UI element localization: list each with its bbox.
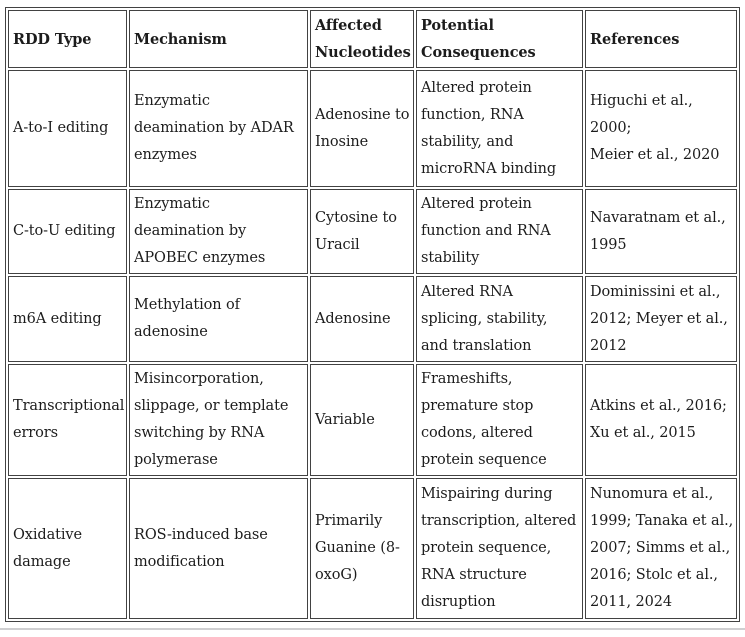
cell-potential-consequences: Altered RNA splicing, stability, and tra… <box>416 276 583 362</box>
cell-potential-consequences: Altered protein function, RNA stability,… <box>416 70 583 187</box>
table-row-a-to-i-editing: A-to-I editing Enzymatic deamination by … <box>8 70 737 187</box>
header-cell-rdd-type: RDD Type <box>8 10 127 68</box>
cell-mechanism: Methylation of adenosine <box>129 276 308 362</box>
header-cell-references: References <box>585 10 737 68</box>
footer-divider <box>0 628 745 630</box>
header-cell-potential-consequences: Potential Consequences <box>416 10 583 68</box>
rdd-types-table: RDD Type Mechanism Affected Nucleotides … <box>5 7 740 622</box>
cell-potential-consequences: Mispairing during transcription, altered… <box>416 478 583 619</box>
cell-rdd-type: C-to-U editing <box>8 189 127 274</box>
table-row-oxidative-damage: Oxidative damage ROS-induced base modifi… <box>8 478 737 619</box>
cell-references: Navaratnam et al., 1995 <box>585 189 737 274</box>
cell-mechanism: ROS-induced base modification <box>129 478 308 619</box>
cell-affected-nucleotides: Cytosine to Uracil <box>310 189 414 274</box>
table-row-transcriptional-errors: Transcriptional errors Misincorporation,… <box>8 364 737 476</box>
cell-potential-consequences: Frameshifts, premature stop codons, alte… <box>416 364 583 476</box>
cell-references: Atkins et al., 2016; Xu et al., 2015 <box>585 364 737 476</box>
cell-rdd-type: Transcriptional errors <box>8 364 127 476</box>
cell-rdd-type: Oxidative damage <box>8 478 127 619</box>
cell-affected-nucleotides: Adenosine <box>310 276 414 362</box>
cell-affected-nucleotides: Primarily Guanine (8- oxoG) <box>310 478 414 619</box>
cell-references: Dominissini et al., 2012; Meyer et al., … <box>585 276 737 362</box>
cell-rdd-type: A-to-I editing <box>8 70 127 187</box>
cell-mechanism: Enzymatic deamination by ADAR enzymes <box>129 70 308 187</box>
table-header-row: RDD Type Mechanism Affected Nucleotides … <box>8 10 737 68</box>
table-row-m6a-editing: m6A editing Methylation of adenosine Ade… <box>8 276 737 362</box>
table-row-c-to-u-editing: C-to-U editing Enzymatic deamination by … <box>8 189 737 274</box>
cell-mechanism: Misincorporation, slippage, or template … <box>129 364 308 476</box>
header-cell-mechanism: Mechanism <box>129 10 308 68</box>
header-cell-affected-nucleotides: Affected Nucleotides <box>310 10 414 68</box>
cell-rdd-type: m6A editing <box>8 276 127 362</box>
cell-references: Higuchi et al., 2000; Meier et al., 2020 <box>585 70 737 187</box>
cell-references: Nunomura et al., 1999; Tanaka et al., 20… <box>585 478 737 619</box>
cell-affected-nucleotides: Variable <box>310 364 414 476</box>
cell-affected-nucleotides: Adenosine to Inosine <box>310 70 414 187</box>
cell-potential-consequences: Altered protein function and RNA stabili… <box>416 189 583 274</box>
cell-mechanism: Enzymatic deamination by APOBEC enzymes <box>129 189 308 274</box>
